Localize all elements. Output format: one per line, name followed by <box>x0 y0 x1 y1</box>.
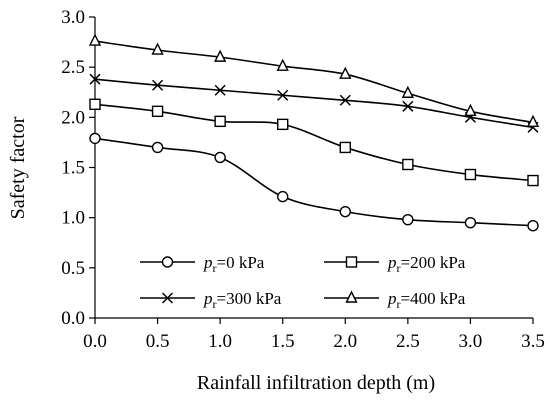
data-point-3-4 <box>339 66 352 79</box>
data-point-1-2 <box>214 115 226 128</box>
data-point-3-2 <box>214 49 227 62</box>
legend-item-1: pr=200 kPa <box>324 253 466 275</box>
series-line-2 <box>94 78 534 129</box>
data-point-1-1 <box>151 105 164 118</box>
legend-item-0: pr=0 kPa <box>140 253 265 275</box>
data-point-2-5 <box>402 100 414 112</box>
legend-marker-3 <box>345 290 358 303</box>
legend-marker-1 <box>345 256 358 268</box>
data-point-2-3 <box>277 89 289 101</box>
legend-label-3: pr=400 kPa <box>387 289 466 311</box>
data-point-2-2 <box>214 84 226 96</box>
y-axis-title: Safety factor <box>7 116 29 219</box>
x-tick-label-6: 3.0 <box>459 331 483 352</box>
data-point-1-4 <box>339 141 351 154</box>
y-tick-label-5: 2.5 <box>61 57 85 78</box>
data-point-2-4 <box>339 94 351 106</box>
data-point-3-6 <box>464 103 477 117</box>
data-point-0-7 <box>527 219 539 232</box>
legend: pr=0 kPa pr=200 kPa pr=300 kPa pr=400 kPa <box>140 253 466 311</box>
data-point-1-0 <box>89 98 101 110</box>
data-point-2-1 <box>152 79 164 91</box>
x-tick-label-3: 1.5 <box>271 331 295 352</box>
y-tick-label-4: 2.0 <box>61 107 85 128</box>
series-line-3 <box>94 40 534 124</box>
data-point-0-4 <box>339 205 351 218</box>
data-point-3-5 <box>401 85 414 98</box>
data-point-0-2 <box>214 151 226 164</box>
series-0 <box>89 132 539 232</box>
data-point-0-3 <box>277 190 289 203</box>
y-tick-label-2: 1.0 <box>61 208 85 229</box>
x-tick-label-1: 0.5 <box>146 331 170 352</box>
data-point-1-7 <box>527 174 539 187</box>
legend-marker-0 <box>161 256 174 268</box>
data-point-3-7 <box>526 114 540 128</box>
legend-label-0: pr=0 kPa <box>203 253 265 275</box>
legend-item-2: pr=300 kPa <box>140 289 282 311</box>
x-tick-label-4: 2.0 <box>333 331 357 352</box>
legend-marker-2 <box>161 292 174 304</box>
data-point-0-0 <box>89 132 101 145</box>
data-point-1-5 <box>402 158 414 171</box>
y-tick-label-0: 0.0 <box>61 308 85 329</box>
series-3 <box>88 33 540 128</box>
x-tick-label-0: 0.0 <box>83 331 107 352</box>
y-tick-label-1: 0.5 <box>61 258 85 279</box>
legend-label-2: pr=300 kPa <box>203 289 282 311</box>
data-point-0-6 <box>464 216 477 229</box>
data-point-0-5 <box>402 213 414 226</box>
series-1 <box>89 98 539 187</box>
data-point-0-1 <box>151 141 164 154</box>
x-axis-title: Rainfall infiltration depth (m) <box>197 372 435 394</box>
legend-label-1: pr=200 kPa <box>387 253 466 275</box>
data-point-3-1 <box>151 42 164 55</box>
x-tick-label-2: 1.0 <box>208 331 232 352</box>
x-tick-label-7: 3.5 <box>521 331 545 352</box>
legend-item-3: pr=400 kPa <box>324 289 466 311</box>
data-point-3-3 <box>276 58 289 71</box>
series-line-1 <box>94 103 534 182</box>
series-line-0 <box>94 137 534 227</box>
y-tick-label-6: 3.0 <box>61 7 85 28</box>
series-2 <box>89 73 539 133</box>
x-tick-label-5: 2.5 <box>396 331 420 352</box>
data-point-1-6 <box>464 168 477 181</box>
data-point-1-3 <box>277 118 289 131</box>
data-point-3-0 <box>88 33 102 46</box>
y-tick-label-3: 1.5 <box>61 158 85 179</box>
data-point-2-0 <box>89 73 101 85</box>
plot-area: 0.0 0.5 1.0 1.5 2.0 2.5 3.0 0.0 0.5 1.0 1.5 2.0 2.5 3… <box>61 7 545 352</box>
